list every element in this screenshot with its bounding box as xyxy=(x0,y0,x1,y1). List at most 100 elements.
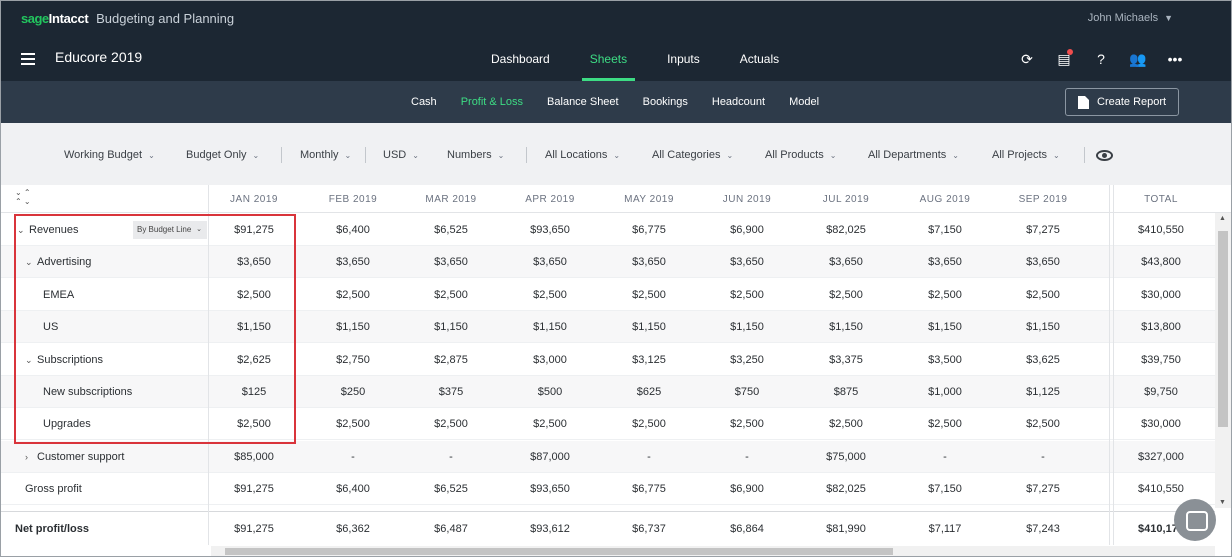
table-row[interactable]: Upgrades $2,500 $2,500 $2,500 $2,500 $2,500 $2… xyxy=(1,408,1215,441)
filter-working-budget[interactable]: Working Budget ⌄ xyxy=(64,149,155,161)
tab-sheets[interactable]: Sheets xyxy=(578,37,639,81)
row-label-new-subscriptions[interactable]: New subscriptions xyxy=(43,386,132,398)
filter-all-categories[interactable]: All Categories ⌄ xyxy=(652,149,733,161)
help-icon[interactable]: ? xyxy=(1097,51,1105,67)
table-cell[interactable]: $6,775 xyxy=(632,483,666,496)
table-cell[interactable]: $1,150 xyxy=(237,321,271,334)
row-label-customer-support[interactable]: › Customer support xyxy=(25,451,124,463)
row-label-emea[interactable]: EMEA xyxy=(43,289,74,301)
table-cell[interactable]: $87,000 xyxy=(530,450,570,463)
table-cell[interactable]: $3,650 xyxy=(434,256,468,269)
sheet-tab-bookings[interactable]: Bookings xyxy=(642,96,688,108)
filter-usd[interactable]: USD ⌄ xyxy=(383,149,419,161)
table-row[interactable]: › Customer support $85,000 - - $87,000 - - $75,0… xyxy=(1,440,1215,473)
table-cell[interactable]: $93,650 xyxy=(530,224,570,236)
table-row[interactable]: ⌄ Subscriptions $2,625 $2,750 $2,875 $3,000 $3… xyxy=(1,344,1215,376)
table-cell[interactable]: $6,900 xyxy=(730,224,764,236)
table-cell[interactable]: $2,750 xyxy=(336,353,370,366)
table-cell[interactable]: - xyxy=(351,450,355,463)
column-header-total[interactable]: TOTAL xyxy=(1144,194,1178,205)
table-cell[interactable]: $91,275 xyxy=(234,483,274,496)
table-cell[interactable]: $75,000 xyxy=(826,450,866,463)
table-cell[interactable]: $625 xyxy=(636,386,662,398)
table-cell[interactable]: $6,400 xyxy=(336,224,370,236)
chevron-right-icon[interactable]: › xyxy=(25,451,28,462)
more-icon[interactable]: ••• xyxy=(1167,51,1183,67)
tab-dashboard[interactable]: Dashboard xyxy=(491,52,550,66)
table-cell[interactable]: $3,650 xyxy=(928,256,962,269)
column-header-mar-2019[interactable]: MAR 2019 xyxy=(425,194,477,205)
table-row[interactable]: ⌄ Revenues By Budget Line ⌄ $91,275 $6,400 $6,… xyxy=(1,214,1215,246)
table-cell[interactable]: $1,150 xyxy=(1026,321,1060,334)
table-cell[interactable]: $2,500 xyxy=(336,418,370,431)
tab-inputs[interactable]: Inputs xyxy=(667,52,700,66)
table-cell[interactable]: $85,000 xyxy=(234,450,274,463)
table-cell[interactable]: $6,737 xyxy=(632,523,666,535)
clipboard-icon[interactable]: ▤ xyxy=(1054,49,1074,69)
table-cell[interactable]: $2,500 xyxy=(829,288,863,301)
horizontal-scrollbar[interactable] xyxy=(211,546,1215,556)
filter-all-locations[interactable]: All Locations ⌄ xyxy=(545,149,620,161)
table-cell[interactable]: $6,400 xyxy=(336,483,370,496)
table-cell[interactable]: $3,650 xyxy=(237,256,271,269)
row-label-subscriptions[interactable]: ⌄ Subscriptions xyxy=(25,354,103,366)
table-cell[interactable]: $1,000 xyxy=(928,386,962,398)
table-cell[interactable]: $81,990 xyxy=(826,523,866,535)
table-cell[interactable]: $2,500 xyxy=(336,288,370,301)
table-cell[interactable]: $2,500 xyxy=(237,418,271,431)
table-cell[interactable]: $2,500 xyxy=(533,418,567,431)
table-cell[interactable]: $250 xyxy=(340,386,366,398)
column-header-jan-2019[interactable]: JAN 2019 xyxy=(230,194,278,205)
table-cell[interactable]: $2,500 xyxy=(730,418,764,431)
column-header-sep-2019[interactable]: SEP 2019 xyxy=(1018,194,1068,205)
table-cell[interactable]: $2,875 xyxy=(434,353,468,366)
table-cell[interactable]: $6,487 xyxy=(434,523,468,535)
column-header-apr-2019[interactable]: APR 2019 xyxy=(525,194,575,205)
table-cell[interactable]: $7,243 xyxy=(1026,523,1060,535)
chevron-down-icon[interactable]: ⌄ xyxy=(25,354,33,365)
table-cell[interactable]: $3,125 xyxy=(632,353,666,366)
table-cell[interactable]: $3,650 xyxy=(632,256,666,269)
eye-icon[interactable] xyxy=(1096,150,1113,161)
table-cell[interactable]: $7,150 xyxy=(928,224,962,236)
table-cell[interactable]: $6,525 xyxy=(434,483,468,496)
table-row[interactable]: EMEA $2,500 $2,500 $2,500 $2,500 $2,500 $2,500… xyxy=(1,279,1215,311)
table-cell[interactable]: - xyxy=(1041,450,1045,463)
filter-all-departments[interactable]: All Departments ⌄ xyxy=(868,149,959,161)
refresh-icon[interactable]: ⟳ xyxy=(1021,50,1033,67)
table-cell[interactable]: $1,150 xyxy=(533,321,567,334)
table-cell[interactable]: $375 xyxy=(438,386,464,398)
table-cell[interactable]: $3,625 xyxy=(1026,353,1060,366)
tab-actuals[interactable]: Actuals xyxy=(739,52,780,66)
chat-icon[interactable] xyxy=(1174,499,1216,541)
table-row[interactable]: Gross profit $91,275 $6,400 $6,525 $93,650 $6… xyxy=(1,473,1215,506)
create-report-button[interactable]: Create Report xyxy=(1065,88,1179,116)
row-label-upgrades[interactable]: Upgrades xyxy=(43,418,91,430)
table-cell[interactable]: $6,362 xyxy=(336,523,370,535)
table-cell[interactable]: $6,900 xyxy=(730,483,764,496)
expand-collapse-icon[interactable]: ⌄ ⌃ ⌃ ⌄ xyxy=(15,188,31,206)
table-cell[interactable]: - xyxy=(943,450,947,463)
table-cell[interactable]: $2,500 xyxy=(237,288,271,301)
table-cell[interactable]: $2,500 xyxy=(1026,418,1060,431)
table-cell[interactable]: $3,000 xyxy=(533,353,567,366)
column-header-jun-2019[interactable]: JUN 2019 xyxy=(722,194,772,205)
scroll-down-icon[interactable]: ▼ xyxy=(1219,499,1226,506)
table-cell[interactable]: $1,150 xyxy=(829,321,863,334)
sheet-tab-cash[interactable]: Cash xyxy=(411,96,437,108)
table-cell[interactable]: $3,650 xyxy=(730,256,764,269)
table-cell[interactable]: $1,150 xyxy=(632,321,666,334)
filter-numbers[interactable]: Numbers ⌄ xyxy=(447,149,504,161)
sheet-tab-headcount[interactable]: Headcount xyxy=(711,96,766,108)
column-header-aug-2019[interactable]: AUG 2019 xyxy=(919,194,971,205)
chevron-down-icon[interactable]: ⌄ xyxy=(17,225,25,235)
table-cell[interactable]: $7,275 xyxy=(1026,483,1060,496)
column-header-may-2019[interactable]: MAY 2019 xyxy=(624,194,674,205)
column-header-jul-2019[interactable]: JUL 2019 xyxy=(822,194,870,205)
table-cell[interactable]: $6,775 xyxy=(632,224,666,236)
table-cell[interactable]: $1,150 xyxy=(336,321,370,334)
budget-line-select[interactable]: By Budget Line ⌄ xyxy=(133,221,207,239)
sheet-tab-model[interactable]: Model xyxy=(789,96,820,108)
table-cell[interactable]: - xyxy=(745,450,749,463)
filter-budget-only[interactable]: Budget Only ⌄ xyxy=(186,149,259,161)
